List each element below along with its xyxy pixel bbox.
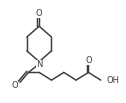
Text: O: O bbox=[85, 56, 92, 65]
Text: O: O bbox=[36, 9, 42, 18]
Text: OH: OH bbox=[107, 76, 120, 85]
Text: N: N bbox=[36, 60, 42, 69]
Text: O: O bbox=[12, 81, 18, 90]
